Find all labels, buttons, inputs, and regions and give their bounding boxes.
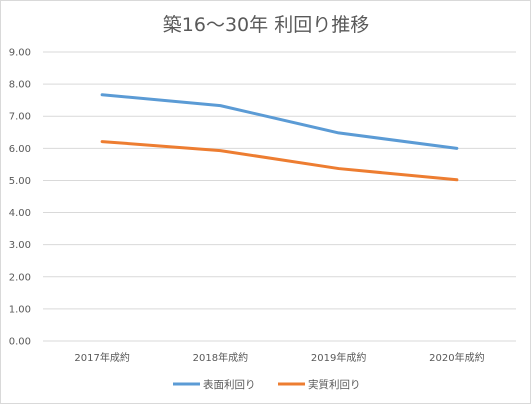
y-tick-label: 2.00	[9, 272, 31, 283]
y-tick-label: 1.00	[9, 304, 31, 315]
x-tick-label: 2018年成約	[193, 351, 248, 364]
legend: 表面利回り 実質利回り	[173, 378, 361, 391]
chart-title: 築16～30年 利回り推移	[163, 14, 369, 36]
legend-label: 実質利回り	[308, 378, 361, 391]
y-tick-label: 7.00	[9, 112, 31, 123]
legend-label: 表面利回り	[203, 378, 256, 391]
y-tick-label: 6.00	[9, 144, 31, 155]
x-tick-label: 2019年成約	[311, 351, 366, 364]
x-tick-label: 2017年成約	[74, 351, 129, 364]
y-tick-label: 9.00	[9, 48, 31, 59]
y-axis: 0.00 1.00 2.00 3.00 4.00 5.00 6.00 7.00 8.00 9.00	[9, 48, 31, 348]
x-axis: 2017年成約 2018年成約 2019年成約 2020年成約	[74, 351, 484, 364]
y-tick-label: 8.00	[9, 80, 31, 91]
series-layer	[102, 95, 457, 180]
y-tick-label: 3.00	[9, 240, 31, 251]
x-tick-label: 2020年成約	[429, 351, 484, 364]
series-line-2	[102, 142, 457, 180]
y-tick-label: 0.00	[9, 337, 31, 348]
y-tick-label: 5.00	[9, 176, 31, 187]
y-tick-label: 4.00	[9, 208, 31, 219]
series-line-1	[102, 95, 457, 149]
